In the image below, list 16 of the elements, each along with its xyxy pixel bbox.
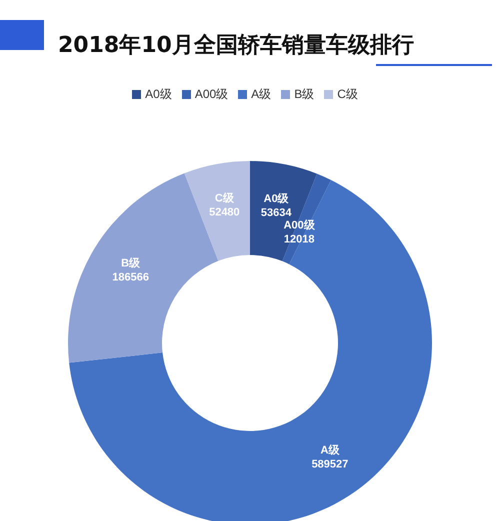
data-label: 52480 (209, 206, 240, 219)
chart-title: 2018年10月全国轿车销量车级排行 (58, 32, 414, 60)
slice-label: A00级 (284, 218, 316, 232)
legend-label: A级 (251, 87, 272, 101)
legend-label: A00级 (194, 87, 228, 101)
slice-label: A级 (320, 444, 340, 457)
slice-label: B级 (121, 256, 142, 270)
data-label: 12018 (284, 234, 314, 246)
data-label: 589527 (312, 458, 348, 471)
legend-label: C级 (337, 87, 358, 101)
slice-label: C级 (214, 192, 235, 205)
slice-label: A0级 (264, 192, 290, 205)
legend-label: A0级 (145, 87, 172, 101)
legend-label: B级 (294, 87, 314, 101)
data-label: 53634 (260, 206, 292, 219)
data-label: 186566 (112, 271, 150, 284)
